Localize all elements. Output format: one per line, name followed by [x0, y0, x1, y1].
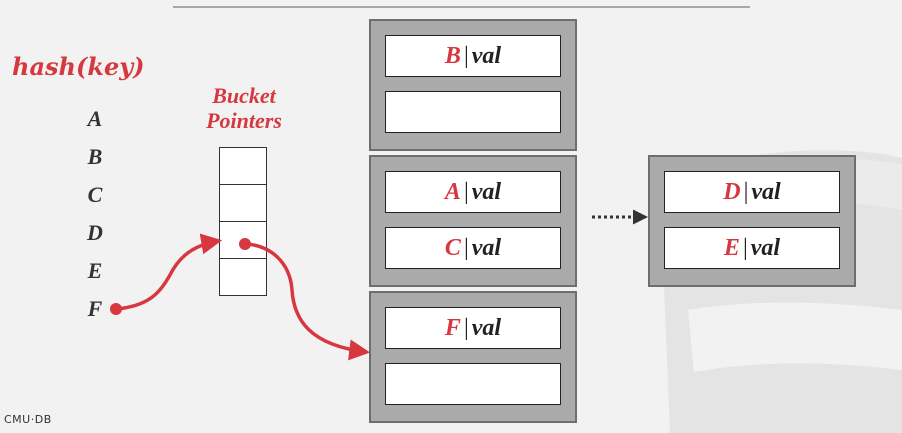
- top-divider-line: [173, 6, 750, 8]
- slot-separator: |: [743, 178, 749, 205]
- slot-separator: |: [463, 42, 469, 69]
- slot-value: val: [750, 234, 781, 261]
- bucket-slot: D | val: [664, 171, 840, 213]
- bucket-slot: A | val: [385, 171, 561, 213]
- bucket-pointer-cell: [219, 258, 267, 296]
- slot-key: C: [444, 234, 461, 261]
- bucket-1: B | val: [369, 19, 577, 151]
- bucket-pointer-cell: [219, 147, 267, 185]
- slot-separator: |: [463, 234, 469, 261]
- hash-f-arrow: [115, 233, 223, 311]
- bucket-pointer-array: [219, 147, 267, 296]
- slot-key: A: [444, 178, 461, 205]
- slot-key: B: [444, 42, 461, 69]
- hash-f-arrow-origin-dot: [110, 303, 122, 315]
- slot-key: E: [723, 234, 740, 261]
- key-d: D: [87, 220, 103, 245]
- bucket-slot: B | val: [385, 35, 561, 77]
- slot-value: val: [471, 42, 502, 69]
- slot-value: val: [751, 178, 781, 205]
- hash-function-title: hash(key): [12, 52, 145, 81]
- bucket-slot: C | val: [385, 227, 561, 269]
- key-a: A: [87, 106, 103, 131]
- bucket-2: A | val C | val: [369, 155, 577, 287]
- slot-value: val: [471, 314, 502, 341]
- bucket-slot-empty: [385, 91, 561, 133]
- slot-separator: |: [463, 314, 469, 341]
- bucket-3: F | val: [369, 291, 577, 423]
- bucket-pointers-title: Bucket Pointers: [185, 83, 303, 133]
- bucket-pointers-title-line1: Bucket: [212, 83, 276, 108]
- bucket-pointers-title-line2: Pointers: [206, 108, 282, 133]
- overflow-bucket: D | val E | val: [648, 155, 856, 287]
- pointer-arrow-origin-dot: [239, 238, 251, 250]
- slot-key: F: [444, 314, 461, 341]
- key-b: B: [87, 144, 103, 169]
- bucket-slot: F | val: [385, 307, 561, 349]
- key-c: C: [87, 182, 103, 207]
- key-f: F: [87, 296, 103, 321]
- pointer-to-bucket-arrow: [244, 242, 371, 361]
- key-e: E: [87, 258, 103, 283]
- bucket-slot: E | val: [664, 227, 840, 269]
- footer-logo: CMU·DB: [4, 413, 52, 426]
- slot-value: val: [471, 234, 502, 261]
- bucket-slot-empty: [385, 363, 561, 405]
- slot-separator: |: [742, 234, 748, 261]
- slot-key: D: [723, 178, 741, 205]
- slot-value: val: [471, 178, 502, 205]
- slot-separator: |: [463, 178, 469, 205]
